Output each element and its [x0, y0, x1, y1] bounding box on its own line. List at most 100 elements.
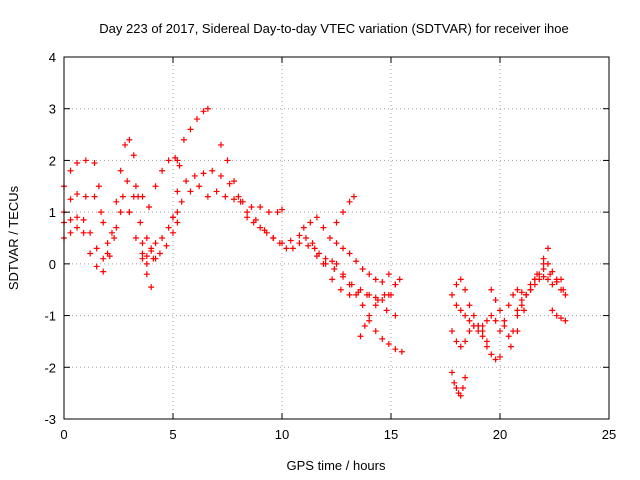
data-point: [331, 266, 338, 273]
data-point: [392, 346, 399, 353]
data-point: [534, 271, 541, 278]
data-point: [329, 258, 336, 265]
data-point: [457, 307, 464, 314]
data-point: [309, 240, 316, 247]
data-point: [547, 271, 554, 278]
data-point: [540, 255, 547, 262]
data-point: [457, 276, 464, 283]
data-point: [313, 214, 320, 221]
data-point: [492, 317, 499, 324]
data-point: [174, 157, 181, 164]
data-point: [501, 322, 508, 329]
data-point: [540, 260, 547, 267]
data-point: [178, 198, 185, 205]
series-track-15: [333, 240, 399, 288]
data-point: [176, 162, 183, 169]
data-point: [316, 250, 323, 257]
series-track-12: [300, 193, 357, 241]
data-point: [553, 312, 560, 319]
data-point: [244, 209, 251, 216]
data-point: [451, 379, 458, 386]
data-point: [213, 188, 220, 195]
data-point: [479, 333, 486, 340]
data-point: [453, 302, 460, 309]
data-point: [74, 160, 81, 167]
data-point: [108, 229, 115, 236]
series-track-22: [507, 245, 551, 350]
x-tick-label: 5: [169, 427, 176, 442]
data-point: [180, 136, 187, 143]
data-point: [139, 250, 146, 257]
data-point: [320, 224, 327, 231]
y-tick-label: 1: [49, 205, 56, 220]
data-point: [505, 333, 512, 340]
data-point: [174, 188, 181, 195]
data-point: [132, 183, 139, 190]
data-point: [152, 183, 159, 190]
data-point: [383, 307, 390, 314]
data-point: [132, 235, 139, 241]
data-point: [462, 338, 469, 345]
data-point: [117, 209, 124, 216]
data-point: [514, 312, 521, 319]
data-point: [392, 281, 399, 288]
series-track-16: [357, 276, 403, 340]
plot-frame: [63, 56, 610, 420]
data-point: [100, 219, 107, 226]
data-point: [333, 219, 340, 226]
series-track-25: [514, 273, 565, 314]
data-point: [540, 266, 547, 273]
data-point: [357, 333, 364, 340]
data-point: [483, 343, 490, 350]
data-point: [475, 322, 482, 329]
chart-title: Day 223 of 2017, Sidereal Day-to-day VTE…: [99, 21, 568, 36]
data-point: [283, 245, 290, 252]
data-point: [372, 294, 379, 301]
data-point: [372, 328, 379, 335]
x-tick-label: 10: [275, 427, 289, 442]
data-point: [350, 193, 357, 200]
data-point: [67, 167, 74, 174]
data-point: [379, 278, 386, 285]
data-point: [385, 341, 392, 348]
y-tick-label: -2: [44, 360, 56, 375]
data-point: [270, 235, 277, 241]
data-point: [80, 216, 87, 223]
data-point: [237, 198, 244, 205]
data-point: [307, 219, 314, 226]
data-point: [346, 291, 353, 298]
data-point: [562, 317, 569, 324]
data-point: [558, 315, 565, 322]
data-point: [462, 286, 469, 293]
data-point: [204, 105, 211, 112]
series-track-6: [126, 154, 183, 216]
data-point: [143, 235, 150, 241]
x-tick-label: 0: [60, 427, 67, 442]
data-point: [372, 302, 379, 309]
data-point: [80, 229, 87, 236]
data-point: [111, 235, 118, 241]
y-tick-label: 2: [49, 153, 56, 168]
data-point: [174, 219, 181, 226]
data-point: [104, 240, 111, 247]
data-point: [353, 258, 360, 265]
y-axis-label: SDTVAR / TECUs: [6, 185, 21, 290]
data-point: [459, 384, 466, 391]
data-point: [100, 255, 107, 262]
data-point: [483, 338, 490, 345]
data-point: [531, 281, 538, 288]
data-point: [165, 224, 172, 231]
data-point: [514, 307, 521, 314]
data-point: [361, 322, 368, 329]
data-point: [257, 203, 264, 210]
data-point: [326, 235, 333, 241]
data-point: [501, 317, 508, 324]
data-point: [200, 108, 207, 115]
y-tick-label: 4: [49, 50, 56, 65]
data-point: [289, 245, 296, 252]
data-point: [320, 260, 327, 267]
x-tick-label: 15: [384, 427, 398, 442]
y-tick-label: 0: [49, 257, 56, 272]
data-point: [470, 312, 477, 319]
data-point: [340, 245, 347, 252]
